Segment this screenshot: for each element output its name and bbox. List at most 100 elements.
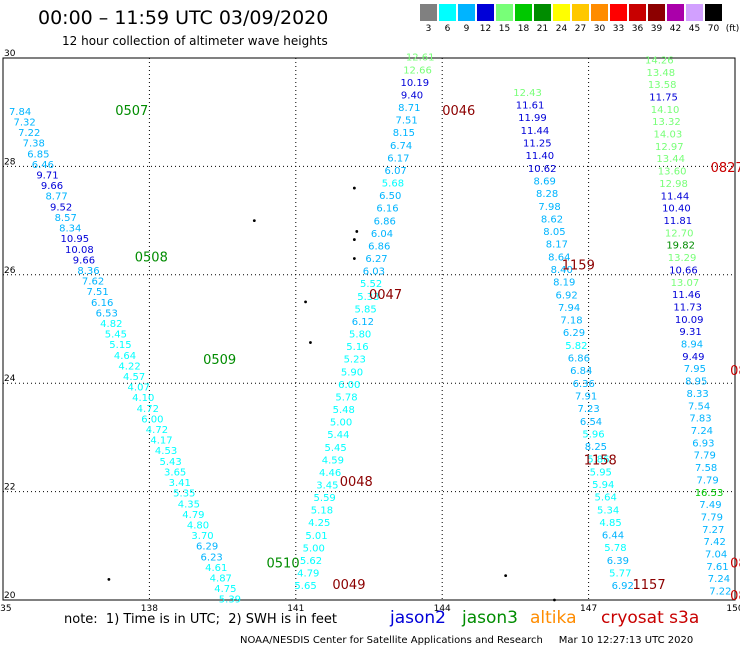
wave-height-value: 7.95 <box>684 364 706 375</box>
color-scale-swatch <box>439 4 456 21</box>
wave-height-value: 7.51 <box>395 116 417 127</box>
wave-height-value: 4.22 <box>118 361 140 372</box>
wave-height-value: 5.15 <box>109 340 131 351</box>
wave-height-value: 4.85 <box>599 518 621 529</box>
island-marker <box>107 578 111 581</box>
wave-height-value: 5.44 <box>327 430 349 441</box>
island-marker <box>553 598 556 602</box>
wave-height-value: 6.16 <box>91 298 113 309</box>
island-marker <box>504 574 508 578</box>
wave-height-value: 6.46 <box>32 160 54 171</box>
island-marker <box>309 341 312 344</box>
wave-height-value: 8.36 <box>77 266 99 277</box>
pass-time-label: 0508 <box>135 250 168 265</box>
wave-height-value: 6.92 <box>556 290 578 301</box>
wave-height-value: 6.53 <box>96 308 118 319</box>
wave-height-value: 5.16 <box>346 342 368 353</box>
wave-height-value: 7.83 <box>689 414 711 425</box>
wave-height-value: 9.66 <box>73 255 95 266</box>
wave-height-value: 5.45 <box>324 443 346 454</box>
wave-height-value: 8.17 <box>546 240 568 251</box>
longitude-tick-label: 144 <box>434 604 451 614</box>
wave-height-value: 4.59 <box>322 455 344 466</box>
wave-height-value: 4.07 <box>128 383 150 394</box>
wave-height-value: 5.00 <box>330 418 352 429</box>
wave-height-value: 7.84 <box>9 107 31 118</box>
color-scale-swatch <box>686 4 703 21</box>
color-scale-swatch <box>648 4 665 21</box>
wave-height-value: 5.00 <box>303 543 325 554</box>
wave-height-value: 5.82 <box>565 341 587 352</box>
map-frame <box>2 57 736 601</box>
wave-height-value: 5.23 <box>344 355 366 366</box>
wave-height-value: 11.81 <box>663 216 692 227</box>
wave-height-value: 4.64 <box>114 351 136 362</box>
wave-height-value: 5.96 <box>582 429 604 440</box>
wave-height-value: 7.18 <box>560 316 582 327</box>
wave-height-value: 12.43 <box>513 88 542 99</box>
wave-height-value: 6.86 <box>368 241 390 252</box>
color-scale-swatch <box>496 4 513 21</box>
wave-height-value: 4.61 <box>205 563 227 574</box>
wave-height-value: 5.59 <box>314 493 336 504</box>
pass-time-label: 0048 <box>340 475 373 490</box>
map-subtitle: 12 hour collection of altimeter wave hei… <box>62 34 328 48</box>
wave-height-value: 6.04 <box>371 229 393 240</box>
wave-height-value: 3.70 <box>191 531 213 542</box>
pass-time-label: 0047 <box>369 288 402 303</box>
wave-height-value: 11.61 <box>516 101 545 112</box>
color-scale-label: 3 <box>425 24 432 34</box>
color-scale-label: 70 <box>707 24 720 34</box>
wave-height-value: 10.09 <box>675 315 704 326</box>
latitude-tick-label: 28 <box>4 157 16 167</box>
color-scale-label: 42 <box>669 24 682 34</box>
wave-height-value: 7.91 <box>575 391 597 402</box>
wave-height-value: 8.33 <box>687 389 709 400</box>
wave-height-value: 3.41 <box>169 478 191 489</box>
longitude-tick-label: 138 <box>141 604 158 614</box>
color-scale-unit: (ft) <box>725 24 740 34</box>
wave-height-value: 7.62 <box>82 277 104 288</box>
pass-time-label: 0825 <box>730 556 740 571</box>
color-scale-label: 30 <box>593 24 606 34</box>
wave-height-value: 5.18 <box>311 506 333 517</box>
wave-height-value: 6.86 <box>568 354 590 365</box>
wave-height-value: 4.25 <box>308 518 330 529</box>
wave-height-value: 6.00 <box>141 414 163 425</box>
color-scale-swatch <box>591 4 608 21</box>
wave-height-value: 6.84 <box>570 366 592 377</box>
island-marker <box>304 300 307 304</box>
wave-height-value: 12.61 <box>406 53 435 64</box>
wave-height-value: 9.49 <box>682 352 704 363</box>
wave-height-value: 5.68 <box>382 179 404 190</box>
wave-height-value: 5.48 <box>333 405 355 416</box>
wave-height-value: 11.46 <box>672 290 701 301</box>
wave-height-value: 6.29 <box>196 542 218 553</box>
wave-height-value: 5.39 <box>219 595 241 606</box>
wave-height-value: 5.90 <box>341 367 363 378</box>
wave-height-value: 6.54 <box>580 417 602 428</box>
wave-height-value: 7.58 <box>695 463 717 474</box>
wave-height-value: 7.24 <box>708 574 730 585</box>
wave-height-value: 11.75 <box>649 92 678 103</box>
wave-height-value: 7.22 <box>18 128 40 139</box>
wave-height-value: 7.32 <box>14 118 36 129</box>
wave-height-value: 10.40 <box>662 204 691 215</box>
wave-height-value: 19.82 <box>666 241 695 252</box>
wave-height-value: 7.51 <box>86 287 108 298</box>
wave-height-value: 13.44 <box>656 154 685 165</box>
wave-height-value: 7.24 <box>691 426 713 437</box>
wave-height-value: 8.25 <box>585 442 607 453</box>
color-scale-label: 21 <box>536 24 549 34</box>
wave-height-value: 9.52 <box>50 202 72 213</box>
pass-time-label: 0509 <box>203 353 236 368</box>
wave-height-value: 5.85 <box>354 304 376 315</box>
legend-item: jason2 <box>390 608 446 628</box>
latitude-tick-label: 30 <box>4 49 16 59</box>
wave-height-value: 4.80 <box>187 520 209 531</box>
wave-height-value: 8.71 <box>398 103 420 114</box>
island-marker <box>352 238 356 241</box>
wave-height-value: 9.40 <box>401 90 423 101</box>
latitude-tick-label: 22 <box>4 483 15 493</box>
wave-height-value: 6.74 <box>390 141 412 152</box>
